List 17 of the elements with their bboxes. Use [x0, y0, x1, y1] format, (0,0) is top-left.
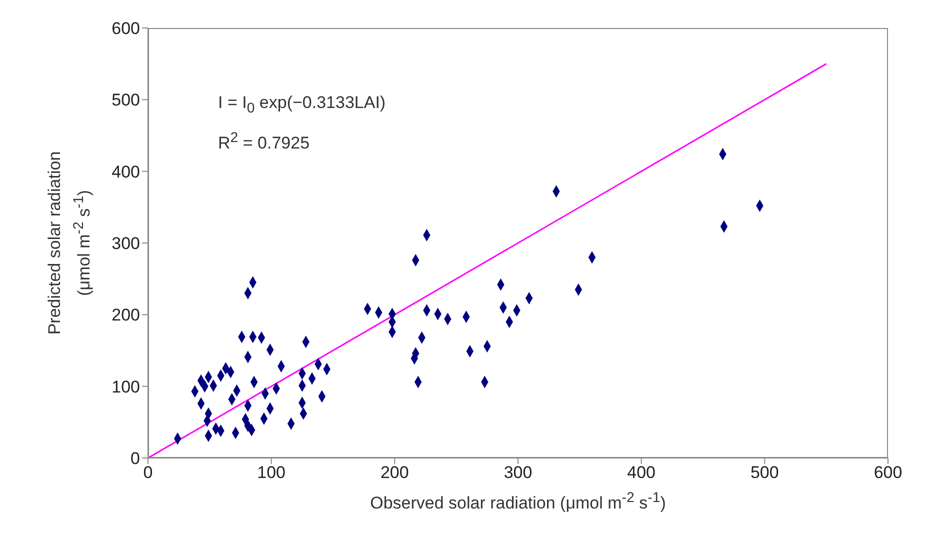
x-tick-label: 600: [874, 463, 902, 482]
y-tick-label: 100: [112, 377, 140, 396]
x-tick-label: 500: [750, 463, 779, 482]
x-tick-label: 0: [143, 463, 153, 482]
x-tick-label: 400: [627, 463, 656, 482]
annotation: R$^{2}$ = 0.7925: [218, 129, 311, 156]
y-tick-label: 600: [112, 19, 140, 38]
y-tick-label: 200: [112, 306, 140, 325]
x-tick-label: 300: [504, 463, 532, 482]
x-axis-title: Observed solar radiation (μmol m$^{-2}$ s$^{-1}$): [369, 490, 667, 514]
x-tick-label: 200: [380, 463, 409, 482]
x-tick-label: 100: [257, 463, 286, 482]
annotation: I = I$_{0}$ exp(−0.3133LAI): [218, 92, 386, 118]
y-tick-label: 500: [112, 90, 140, 110]
y-tick-label: 400: [112, 162, 140, 182]
y-tick-label: 300: [112, 234, 140, 254]
y-tick-label: 0: [130, 449, 140, 468]
